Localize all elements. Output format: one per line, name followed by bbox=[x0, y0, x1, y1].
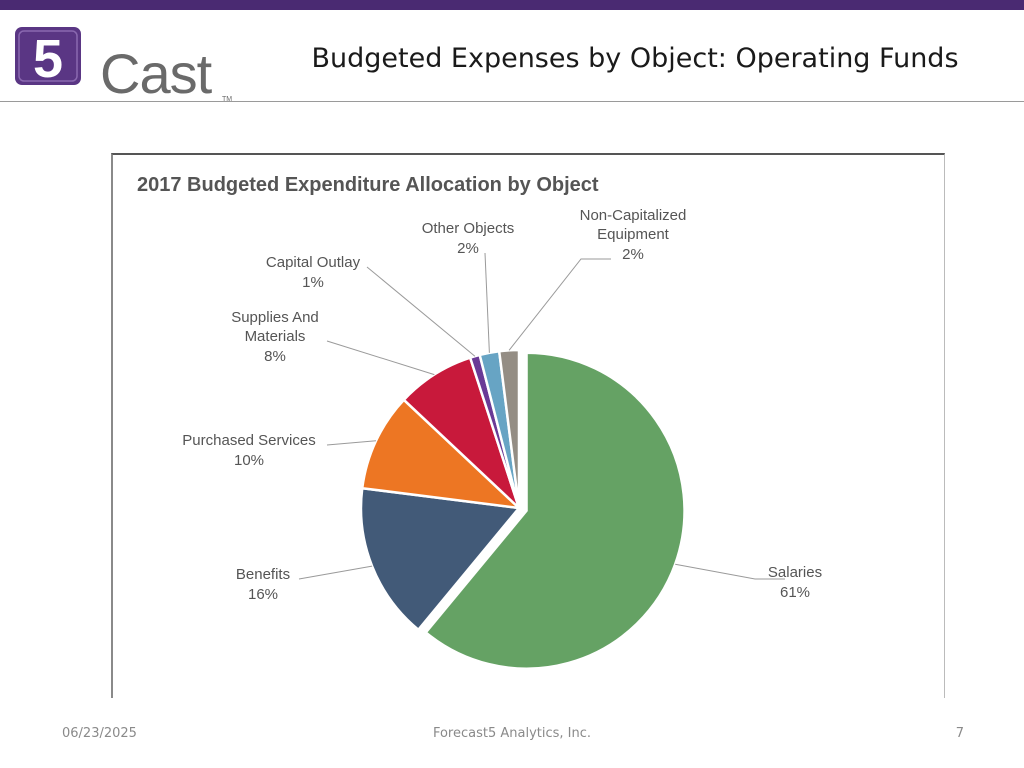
slice-value-label: 16% bbox=[248, 586, 278, 603]
chart-title: 2017 Budgeted Expenditure Allocation by … bbox=[137, 174, 599, 196]
pie-chart: 2017 Budgeted Expenditure Allocation by … bbox=[137, 174, 822, 670]
slice-label: Other Objects bbox=[422, 220, 515, 237]
leader-line bbox=[366, 266, 476, 357]
pie-slice-non-capitalized-equipment[interactable] bbox=[497, 348, 521, 509]
slice-label: Purchased Services bbox=[182, 432, 315, 449]
slice-label: Supplies And Materials bbox=[231, 309, 319, 345]
slice-label: Salaries bbox=[768, 564, 822, 581]
slice-label: Non-Capitalized Equipment bbox=[580, 207, 687, 243]
header-divider bbox=[0, 101, 1024, 102]
slide-title: Budgeted Expenses by Object: Operating F… bbox=[311, 43, 959, 74]
footer-page-number: 7 bbox=[955, 726, 964, 741]
leader-line bbox=[484, 252, 490, 353]
leader-line bbox=[326, 440, 377, 446]
company-logo: 5 Cast TM bbox=[14, 26, 232, 103]
leader-line bbox=[298, 565, 373, 580]
logo-wordmark: Cast bbox=[100, 42, 212, 105]
logo-five-icon: 5 bbox=[15, 27, 81, 89]
pie-slice-purchased-services[interactable] bbox=[360, 398, 523, 510]
slice-value-label: 10% bbox=[234, 452, 264, 469]
footer-date: 06/23/2025 bbox=[62, 726, 137, 741]
slice-value-label: 8% bbox=[264, 348, 286, 365]
logo-trademark: TM bbox=[222, 96, 233, 103]
slice-label: Capital Outlay bbox=[266, 254, 361, 271]
top-accent-bar bbox=[0, 0, 1024, 10]
leader-line bbox=[508, 258, 611, 351]
chart-container: 2017 Budgeted Expenditure Allocation by … bbox=[111, 153, 945, 698]
slice-value-label: 1% bbox=[302, 274, 324, 291]
slice-value-label: 2% bbox=[457, 240, 479, 257]
footer-company: Forecast5 Analytics, Inc. bbox=[432, 726, 592, 741]
leader-line bbox=[326, 340, 435, 376]
svg-text:5: 5 bbox=[33, 29, 63, 88]
slice-value-label: 2% bbox=[622, 246, 644, 263]
pie-slice-benefits[interactable] bbox=[359, 486, 522, 632]
leader-line bbox=[675, 563, 785, 580]
slice-label: Benefits bbox=[236, 566, 290, 583]
slice-value-label: 61% bbox=[780, 584, 810, 601]
